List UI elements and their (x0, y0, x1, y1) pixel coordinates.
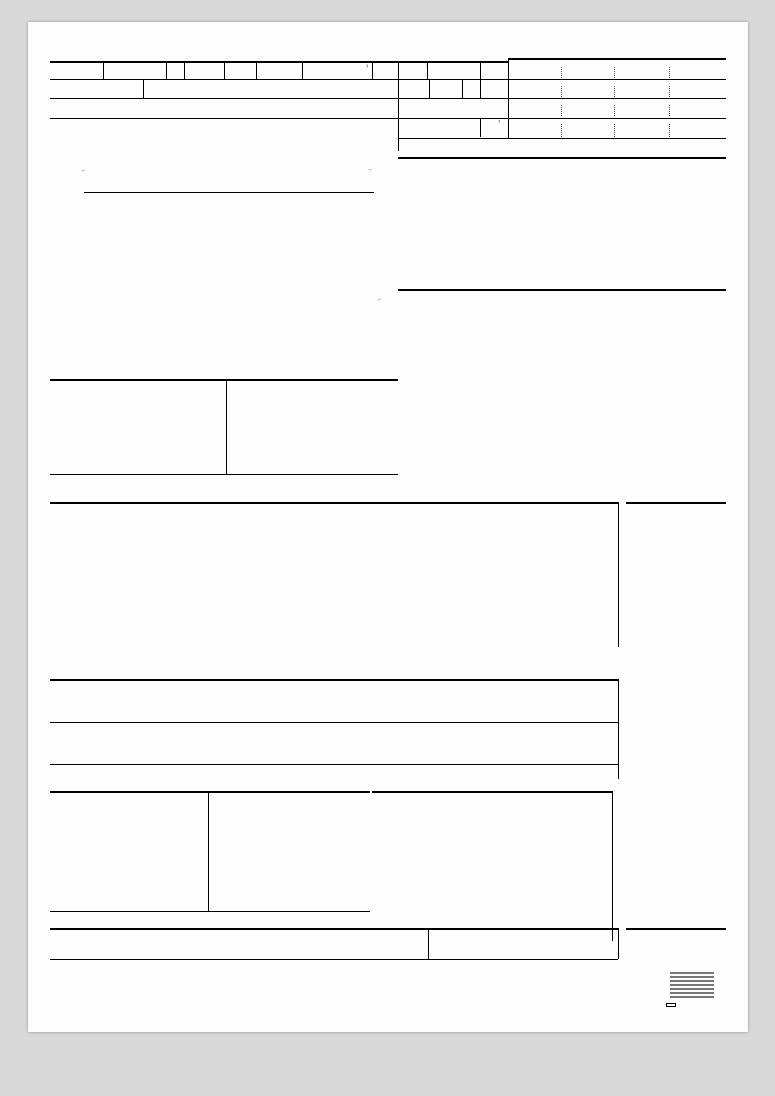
payslip-sheet: x 1 1 (28, 22, 748, 1032)
window-mark-right: ¬ (368, 168, 372, 174)
barcode (670, 972, 714, 998)
window-mark-left: ⌐ (82, 168, 86, 174)
datev-logo (666, 1003, 676, 1007)
window-mark-bottom: ⌐ (378, 297, 382, 303)
